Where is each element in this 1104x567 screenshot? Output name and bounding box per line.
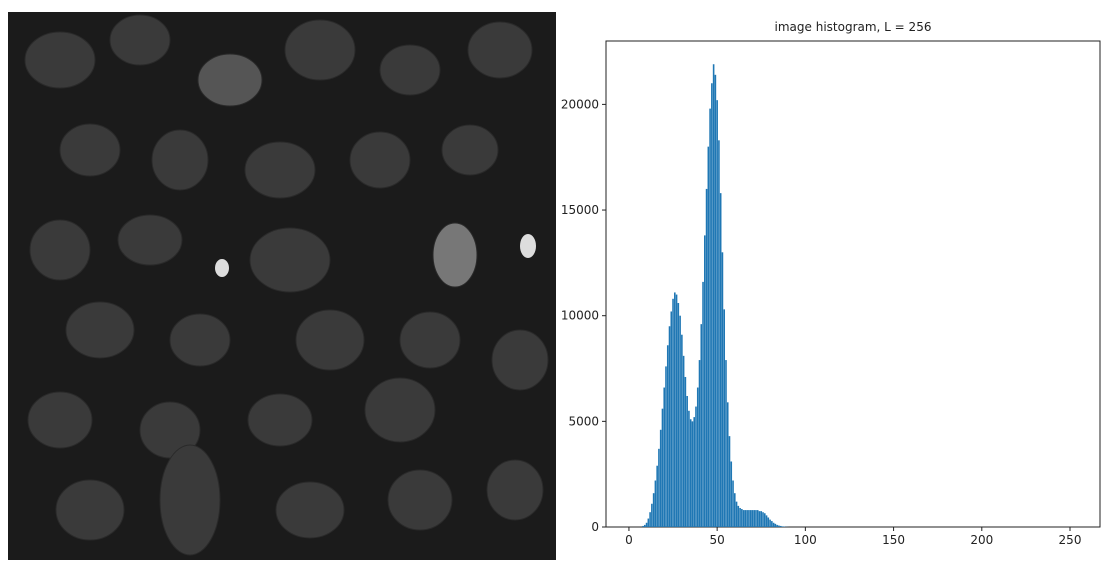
bar bbox=[692, 421, 694, 527]
x-tick-label: 150 bbox=[882, 533, 905, 547]
bar bbox=[782, 526, 784, 527]
bar bbox=[727, 402, 729, 527]
bar bbox=[655, 481, 657, 527]
bright-grain bbox=[215, 259, 229, 277]
bar bbox=[702, 282, 704, 527]
bar bbox=[711, 83, 713, 527]
bar bbox=[693, 417, 695, 527]
bar bbox=[734, 493, 736, 527]
bar bbox=[732, 481, 734, 527]
bar bbox=[642, 526, 644, 527]
bar bbox=[656, 466, 658, 527]
bar bbox=[745, 510, 747, 527]
bar bbox=[769, 520, 771, 527]
bar bbox=[688, 411, 690, 527]
x-tick-label: 100 bbox=[794, 533, 817, 547]
bar bbox=[679, 316, 681, 527]
x-tick-label: 0 bbox=[625, 533, 633, 547]
y-tick-label: 10000 bbox=[561, 309, 599, 323]
bar bbox=[720, 193, 722, 527]
bar bbox=[741, 509, 743, 527]
bar bbox=[700, 324, 702, 527]
bar bbox=[708, 147, 710, 527]
y-tick-label: 0 bbox=[591, 520, 599, 534]
bar bbox=[681, 335, 683, 527]
bar bbox=[653, 493, 655, 527]
bar bbox=[685, 377, 687, 527]
bar bbox=[644, 525, 646, 527]
bar bbox=[699, 360, 701, 527]
x-tick-label: 250 bbox=[1059, 533, 1082, 547]
bar bbox=[776, 525, 778, 527]
bar bbox=[771, 521, 773, 527]
bright-grain bbox=[520, 234, 536, 258]
bar bbox=[651, 504, 653, 527]
bar bbox=[766, 515, 768, 527]
bar bbox=[676, 295, 678, 527]
bar bbox=[778, 526, 780, 527]
bar bbox=[686, 396, 688, 527]
bar bbox=[730, 461, 732, 527]
bar bbox=[768, 517, 770, 527]
bar bbox=[750, 510, 752, 527]
bar bbox=[725, 360, 727, 527]
x-tick-label: 200 bbox=[970, 533, 993, 547]
bar bbox=[649, 512, 651, 527]
grain-image bbox=[8, 12, 556, 560]
bar bbox=[764, 513, 766, 527]
bar bbox=[775, 524, 777, 527]
bar bbox=[690, 419, 692, 527]
bar bbox=[755, 510, 757, 527]
bar bbox=[660, 430, 662, 527]
bar bbox=[722, 252, 724, 527]
bar bbox=[729, 436, 731, 527]
bar bbox=[674, 292, 676, 527]
bar bbox=[715, 75, 717, 527]
bar bbox=[706, 189, 708, 527]
bar bbox=[695, 407, 697, 527]
bar bbox=[753, 510, 755, 527]
y-tick-label: 20000 bbox=[561, 97, 599, 111]
bar bbox=[646, 523, 648, 527]
bar bbox=[752, 510, 754, 527]
bar bbox=[743, 510, 745, 527]
y-tick-label: 5000 bbox=[568, 414, 599, 428]
bar bbox=[736, 502, 738, 527]
x-tick-label: 50 bbox=[710, 533, 725, 547]
bar bbox=[697, 388, 699, 527]
bar bbox=[748, 510, 750, 527]
chart-title: image histogram, L = 256 bbox=[775, 20, 932, 34]
bar bbox=[780, 526, 782, 527]
y-tick-label: 15000 bbox=[561, 203, 599, 217]
bar bbox=[648, 519, 650, 527]
bar bbox=[665, 366, 667, 527]
bar bbox=[738, 506, 740, 527]
bar bbox=[678, 303, 680, 527]
bar bbox=[667, 345, 669, 527]
bar bbox=[723, 309, 725, 527]
bar bbox=[718, 140, 720, 527]
bar bbox=[670, 311, 672, 527]
bar bbox=[716, 100, 718, 527]
bar bbox=[759, 511, 761, 527]
bar bbox=[762, 512, 764, 527]
bar bbox=[669, 326, 671, 527]
bar bbox=[773, 523, 775, 527]
bar bbox=[746, 510, 748, 527]
bar bbox=[658, 449, 660, 527]
bar bbox=[757, 510, 759, 527]
bar bbox=[704, 235, 706, 527]
bar bbox=[663, 388, 665, 527]
bar bbox=[760, 511, 762, 527]
bar bbox=[683, 356, 685, 527]
bar bbox=[662, 409, 664, 527]
bar bbox=[713, 64, 715, 527]
bar bbox=[709, 109, 711, 527]
bar bbox=[672, 299, 674, 527]
bar bbox=[739, 508, 741, 527]
